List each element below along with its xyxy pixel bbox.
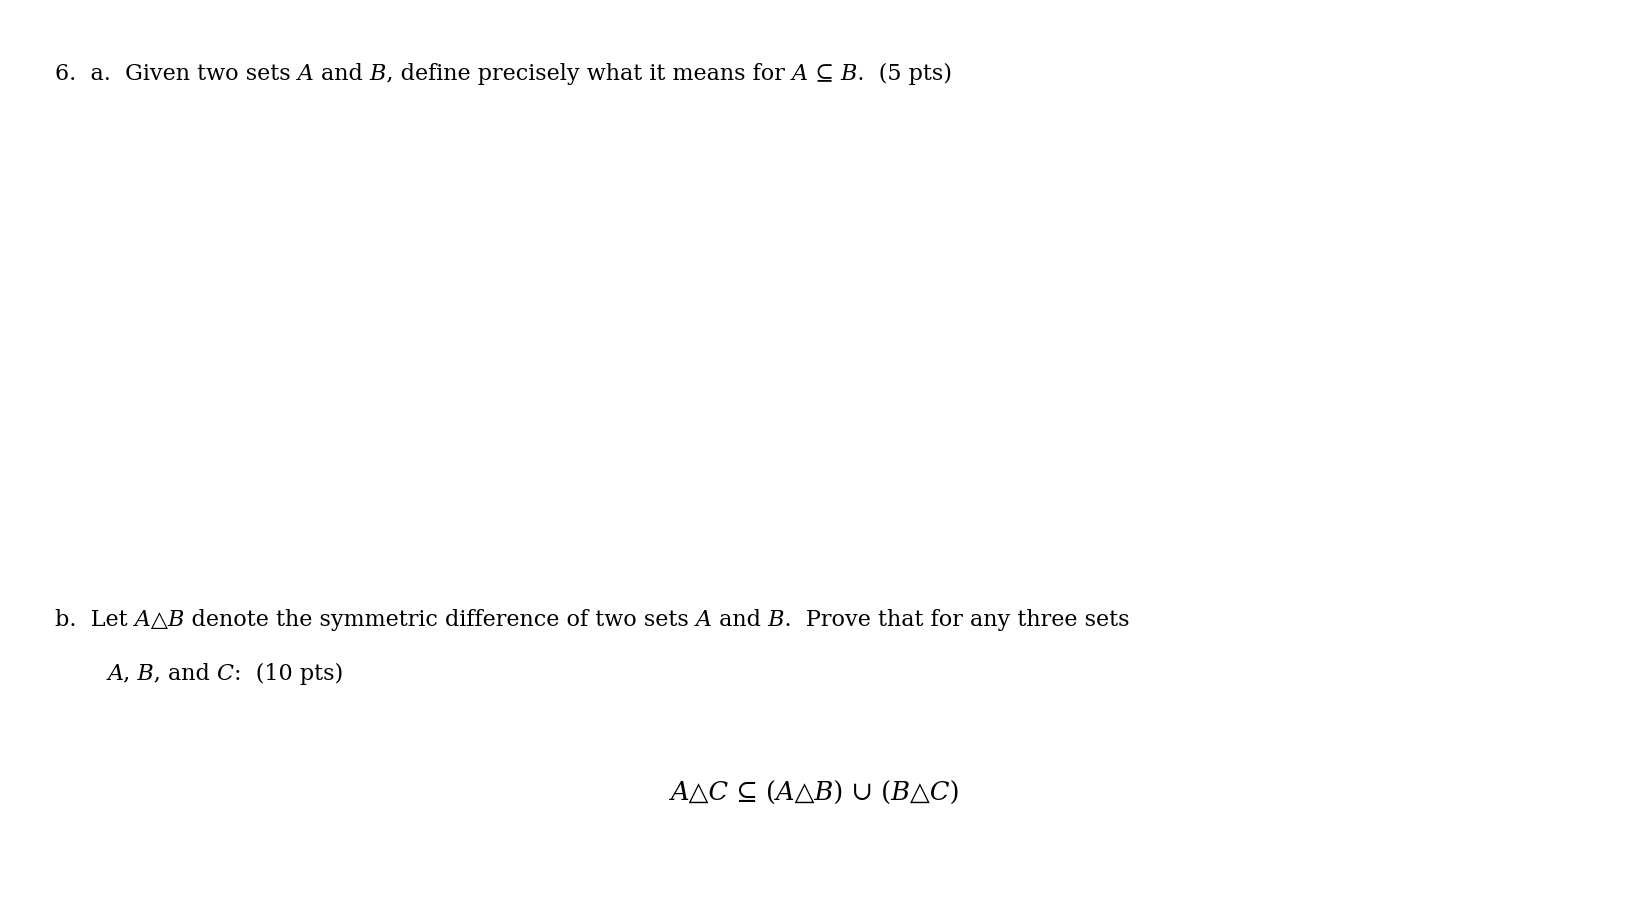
Text: 𝐴△𝐶 ⊆ (𝐴△𝐵) ∪ (𝐵△𝐶): 𝐴△𝐶 ⊆ (𝐴△𝐵) ∪ (𝐵△𝐶) xyxy=(671,781,961,806)
Text: 6.  a.  Given two sets 𝐴 and 𝐵, define precisely what it means for 𝐴 ⊆ 𝐵.  (5 pt: 6. a. Given two sets 𝐴 and 𝐵, define pre… xyxy=(55,63,953,85)
Text: 𝐴, 𝐵, and 𝐶:  (10 pts): 𝐴, 𝐵, and 𝐶: (10 pts) xyxy=(108,663,344,685)
Text: b.  Let 𝐴△𝐵 denote the symmetric difference of two sets 𝐴 and 𝐵.  Prove that for: b. Let 𝐴△𝐵 denote the symmetric differen… xyxy=(55,609,1129,630)
